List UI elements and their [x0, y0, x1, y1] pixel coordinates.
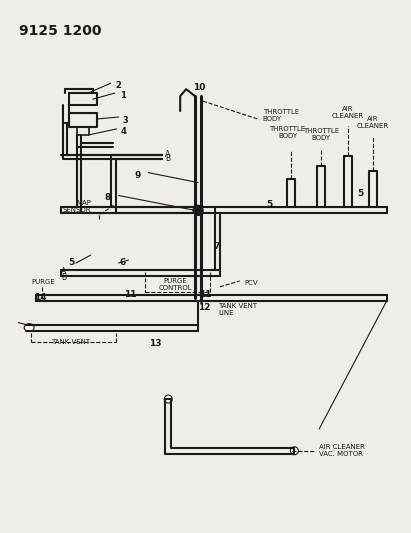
Text: 11: 11	[199, 290, 211, 299]
Text: TANK VENT
LINE: TANK VENT LINE	[218, 303, 257, 316]
Text: THROTTLE
BODY: THROTTLE BODY	[269, 126, 305, 139]
Ellipse shape	[291, 447, 298, 455]
Text: 14: 14	[34, 293, 47, 302]
Text: AIR
CLEANER: AIR CLEANER	[332, 106, 364, 119]
Text: PURGE: PURGE	[31, 279, 55, 285]
Text: THROTTLE
BODY: THROTTLE BODY	[263, 109, 299, 122]
Text: TANK VENT: TANK VENT	[51, 338, 90, 344]
Text: THROTTLE
BODY: THROTTLE BODY	[303, 128, 339, 141]
Text: AIR
CLEANER: AIR CLEANER	[357, 116, 389, 129]
Text: 9125 1200: 9125 1200	[19, 23, 102, 38]
Text: A: A	[165, 150, 171, 159]
Ellipse shape	[164, 395, 172, 403]
Text: 9: 9	[134, 171, 141, 180]
Text: 3: 3	[122, 116, 128, 125]
Text: 5: 5	[68, 258, 74, 267]
Text: AIR CLEANER
VAC. MOTOR: AIR CLEANER VAC. MOTOR	[319, 444, 365, 457]
Circle shape	[193, 205, 203, 215]
Ellipse shape	[24, 324, 34, 332]
Text: 7: 7	[213, 242, 219, 251]
Text: PURGE
CONTROL: PURGE CONTROL	[158, 278, 192, 291]
Text: 10: 10	[193, 83, 206, 92]
Text: 8: 8	[104, 193, 111, 203]
Text: 11: 11	[124, 290, 137, 299]
Text: B: B	[61, 273, 66, 282]
Text: MAP
SENSOR: MAP SENSOR	[62, 200, 91, 213]
Text: A: A	[61, 268, 66, 277]
Text: 5: 5	[266, 200, 272, 209]
Text: 2: 2	[115, 81, 122, 90]
Text: 6: 6	[120, 258, 126, 267]
Text: 4: 4	[120, 127, 127, 136]
Text: 5: 5	[358, 189, 364, 198]
Text: 12: 12	[198, 303, 210, 312]
Text: PCV: PCV	[245, 280, 259, 286]
Text: B: B	[165, 154, 171, 163]
Text: 1: 1	[120, 91, 125, 100]
Text: 13: 13	[149, 338, 162, 348]
